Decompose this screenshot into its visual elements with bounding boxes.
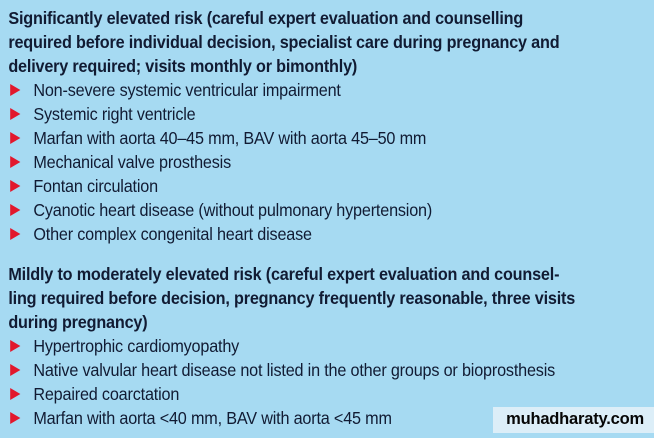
bullet-arrow-icon bbox=[10, 180, 21, 192]
list-item-label: Fontan circulation bbox=[33, 176, 158, 196]
list-item-label: Marfan with aorta <40 mm, BAV with aorta… bbox=[33, 408, 392, 428]
list-item: Marfan with aorta 40–45 mm, BAV with aor… bbox=[8, 126, 650, 150]
list-item-label: Other complex congenital heart disease bbox=[33, 224, 312, 244]
watermark-site-label: muhadharaty.com bbox=[493, 407, 654, 433]
bullet-arrow-icon bbox=[10, 108, 21, 120]
section-2-heading: Mildly to moderately elevated risk (care… bbox=[8, 264, 576, 332]
section-1-heading: Significantly elevated risk (careful exp… bbox=[8, 8, 560, 76]
list-item: Repaired coarctation bbox=[8, 382, 650, 406]
bullet-arrow-icon bbox=[10, 132, 21, 144]
list-item-label: Marfan with aorta 40–45 mm, BAV with aor… bbox=[33, 128, 427, 148]
list-item: Other complex congenital heart disease bbox=[8, 222, 650, 246]
list-item: Systemic right ventricle bbox=[8, 102, 650, 126]
list-item-label: Non-severe systemic ventricular impairme… bbox=[33, 80, 341, 100]
bullet-arrow-icon bbox=[10, 156, 21, 168]
list-item-label: Hypertrophic cardiomyopathy bbox=[33, 336, 240, 356]
section-mildly-moderately-elevated-risk: Mildly to moderately elevated risk (care… bbox=[8, 262, 650, 430]
list-item-label: Mechanical valve prosthesis bbox=[33, 152, 231, 172]
bullet-arrow-icon bbox=[10, 412, 21, 424]
bullet-arrow-icon bbox=[10, 84, 21, 96]
bullet-arrow-icon bbox=[10, 364, 21, 376]
list-item: Non-severe systemic ventricular impairme… bbox=[8, 78, 650, 102]
section-significantly-elevated-risk: Significantly elevated risk (careful exp… bbox=[8, 6, 650, 246]
bullet-arrow-icon bbox=[10, 228, 21, 240]
list-item-label: Cyanotic heart disease (without pulmonar… bbox=[33, 200, 433, 220]
list-item: Marfan with aorta <40 mm, BAV with aorta… bbox=[8, 406, 650, 430]
list-item-label: Native valvular heart disease not listed… bbox=[33, 360, 556, 380]
list-item-label: Repaired coarctation bbox=[33, 384, 180, 404]
list-item: Hypertrophic cardiomyopathy bbox=[8, 334, 650, 358]
list-item-label: Systemic right ventricle bbox=[33, 104, 196, 124]
list-item: Mechanical valve prosthesis bbox=[8, 150, 650, 174]
section-2-list: Hypertrophic cardiomyopathy Native valvu… bbox=[8, 334, 650, 430]
bullet-arrow-icon bbox=[10, 204, 21, 216]
list-item: Cyanotic heart disease (without pulmonar… bbox=[8, 198, 650, 222]
bullet-arrow-icon bbox=[10, 340, 21, 352]
list-item: Native valvular heart disease not listed… bbox=[8, 358, 650, 382]
section-1-list: Non-severe systemic ventricular impairme… bbox=[8, 78, 650, 246]
list-item: Fontan circulation bbox=[8, 174, 650, 198]
bullet-arrow-icon bbox=[10, 388, 21, 400]
